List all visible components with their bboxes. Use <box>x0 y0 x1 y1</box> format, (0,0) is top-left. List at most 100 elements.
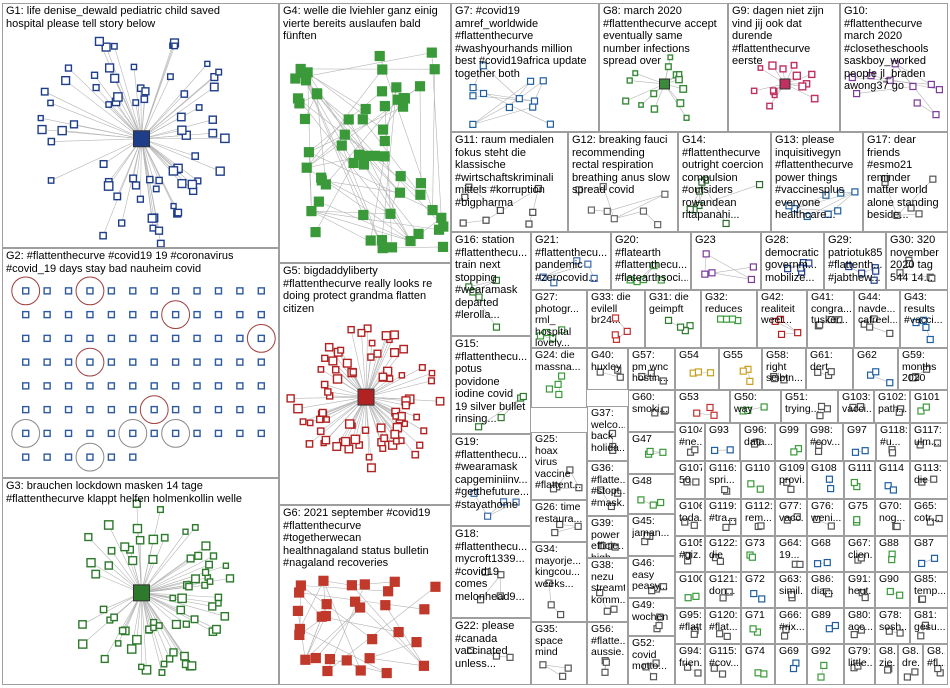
group-cell-g16: G16: station #flattenthecu... train next… <box>451 232 531 336</box>
group-cell-g56: G56: #flatte... aussie... <box>587 622 628 685</box>
group-network-g56 <box>601 657 610 676</box>
graph-node <box>22 358 30 366</box>
graph-node <box>322 665 333 677</box>
graph-node <box>64 334 73 343</box>
group-label: G16: station #flattenthecu... train next… <box>455 234 528 321</box>
graph-node <box>214 358 223 366</box>
graph-node <box>201 568 210 577</box>
graph-node <box>912 318 920 327</box>
graph-node <box>750 440 759 448</box>
graph-node <box>870 315 878 323</box>
graph-node <box>168 166 179 176</box>
graph-node <box>154 226 164 235</box>
hub-node <box>659 78 670 90</box>
graph-node <box>694 669 702 677</box>
graph-node <box>496 592 504 600</box>
graph-node <box>430 581 441 592</box>
graph-node <box>358 209 369 221</box>
graph-node <box>597 486 605 494</box>
graph-node <box>43 382 51 390</box>
graph-node <box>37 124 47 135</box>
group-network-g44 <box>860 315 894 338</box>
graph-node <box>171 429 180 438</box>
graph-node <box>194 551 203 560</box>
graph-node <box>171 358 180 366</box>
group-network-g122 <box>711 554 725 565</box>
graph-node <box>757 522 765 530</box>
group-label: G67: clien... <box>848 538 872 561</box>
group-cell-g63: G63: simil... <box>775 572 807 608</box>
group-label: G79: little... <box>848 646 872 669</box>
hub-node <box>357 388 375 406</box>
graph-node <box>429 64 440 75</box>
group-cell-g8: G8: march 2020 #flattenthecurve accept e… <box>599 3 728 132</box>
group-label: G72 <box>745 574 765 585</box>
graph-node <box>469 92 477 100</box>
group-cell-g44: G44: navde... cafreel... <box>854 290 900 348</box>
graph-node <box>437 241 449 253</box>
graph-node <box>650 105 659 113</box>
graph-node <box>363 324 372 333</box>
graph-node <box>132 499 141 508</box>
graph-node <box>195 104 203 111</box>
group-cell-g83: G8... dre... <box>898 644 923 685</box>
group-label: G54 <box>679 350 699 361</box>
graph-node <box>888 449 897 457</box>
graph-node <box>257 310 265 319</box>
graph-node <box>549 485 558 493</box>
graph-node <box>918 478 926 486</box>
graph-node <box>290 73 301 84</box>
group-label: G25: hoax virus vaccine #flattent... <box>535 434 582 491</box>
graph-node <box>323 416 330 423</box>
group-cell-g116: G116: spri... <box>705 461 741 499</box>
graph-node <box>557 610 565 619</box>
group-network-g111 <box>850 478 861 491</box>
graph-node <box>822 191 830 199</box>
graph-node <box>120 542 130 552</box>
graph-node <box>332 374 343 384</box>
graph-node <box>316 427 325 436</box>
group-cell-g40: G40: huxley <box>587 348 628 390</box>
graph-node <box>209 552 218 560</box>
graph-node <box>657 276 665 284</box>
graph-node <box>349 596 361 607</box>
graph-node <box>204 60 211 68</box>
graph-node <box>780 632 789 640</box>
group-cell-g107: G107: 50 <box>675 461 705 499</box>
graph-node <box>171 334 180 343</box>
group-label: G24: die massna... <box>535 350 581 373</box>
graph-node <box>853 516 861 524</box>
group-cell-g93: G93 <box>705 423 740 461</box>
graph-node <box>722 219 730 228</box>
graph-node <box>132 523 143 534</box>
group-label: G69 <box>779 646 799 657</box>
group-label: G37: welco... back holida... <box>591 408 625 454</box>
group-network-g58 <box>770 372 788 384</box>
group-label: G10: #flattenthecurve march 2020 #closet… <box>844 5 929 92</box>
group-network-g28 <box>784 259 813 276</box>
group-network-g94 <box>683 663 702 677</box>
group-label: G86: dia... <box>811 574 834 597</box>
group-cell-g111: G111 <box>844 461 875 499</box>
group-label: G12: breaking fauci recommending rectal … <box>572 134 670 196</box>
group-network-g29 <box>845 262 880 284</box>
graph-node <box>716 630 724 638</box>
graph-node <box>236 358 244 366</box>
graph-node <box>84 532 93 542</box>
graph-node <box>344 444 354 454</box>
graph-node <box>128 555 138 566</box>
graph-node <box>40 87 49 96</box>
group-cell-g74: G74 <box>741 644 775 685</box>
graph-node <box>100 654 109 664</box>
group-network-g71 <box>749 625 762 636</box>
graph-node <box>214 310 223 319</box>
graph-node <box>599 182 607 191</box>
graph-node <box>817 673 825 681</box>
graph-node <box>814 368 822 376</box>
graph-node <box>469 83 477 92</box>
group-label: G77: vacc... <box>779 501 804 524</box>
graph-node <box>851 448 860 456</box>
graph-node <box>872 267 880 275</box>
graph-node <box>341 655 352 666</box>
group-label: G62 <box>857 350 877 361</box>
